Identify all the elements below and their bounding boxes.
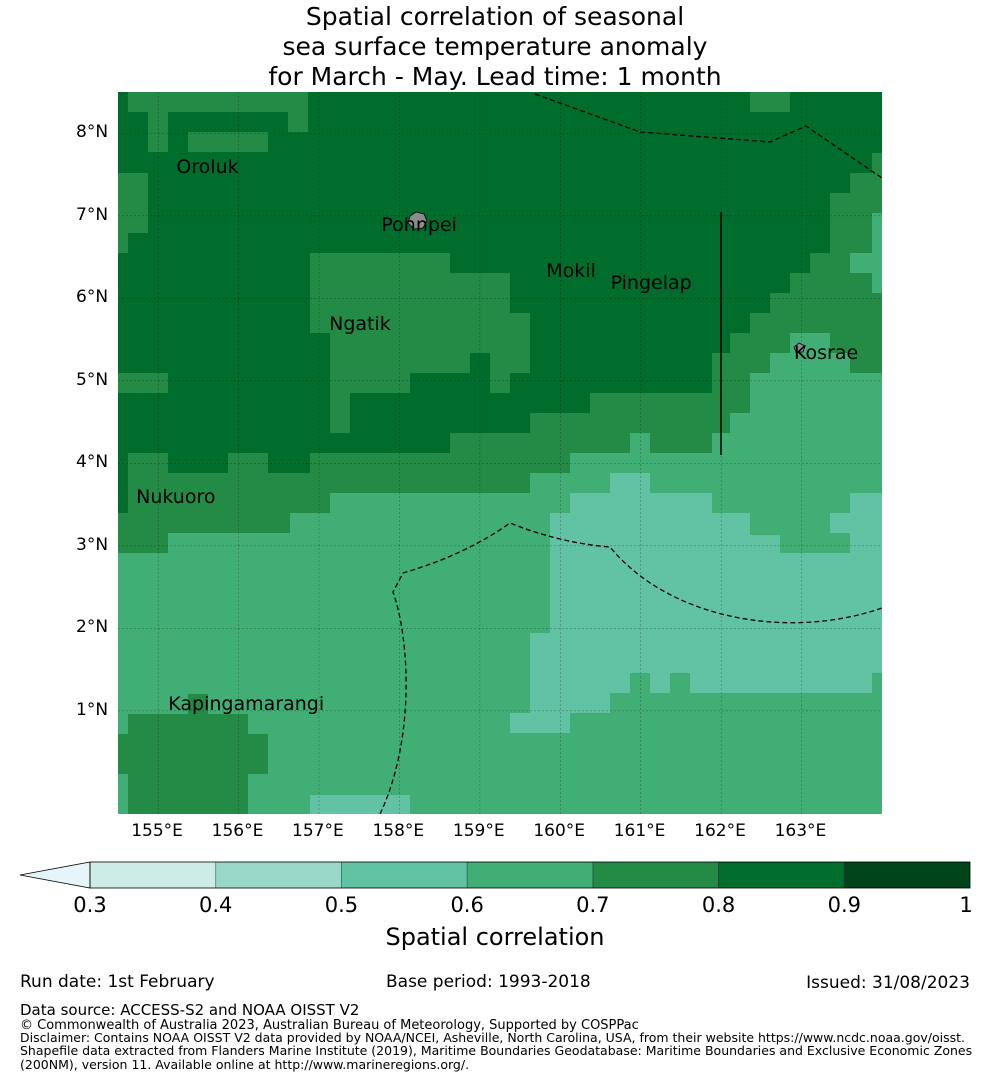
- colorbar-bin: [215, 862, 342, 888]
- region-mid-inclusion-6: [410, 433, 450, 453]
- region-south-inclusion-1: [630, 433, 650, 453]
- place-label-mokil: Mokil: [546, 259, 596, 282]
- lon-label: 156°E: [211, 821, 264, 841]
- lat-label: 8°N: [76, 122, 109, 143]
- run-date: Run date: 1st February: [20, 972, 215, 992]
- place-label-nukuoro: Nukuoro: [136, 486, 216, 509]
- lat-label: 5°N: [76, 369, 109, 390]
- colorbar-bin: [844, 862, 970, 888]
- region-mid-inclusion-5: [370, 433, 390, 453]
- lat-label: 2°N: [76, 617, 109, 638]
- lat-label: 6°N: [76, 287, 109, 308]
- colorbar-title: Spatial correlation: [385, 923, 605, 951]
- title-line-1: Spatial correlation of seasonal: [305, 2, 685, 31]
- region-south-inclusion-2: [850, 253, 872, 273]
- colorbar-tick-label: 0.5: [324, 893, 359, 917]
- region-south-inclusion-3: [872, 213, 882, 293]
- colorbar-frame: [89, 861, 971, 889]
- place-label-ngatik: Ngatik: [329, 313, 391, 336]
- colorbar-tick-label: 0.3: [73, 893, 107, 917]
- colorbar-bin: [718, 862, 845, 888]
- region-mid-inclusion-3: [288, 112, 308, 132]
- lat-label: 7°N: [76, 204, 109, 225]
- lat-label: 4°N: [76, 452, 109, 473]
- lon-label: 155°E: [131, 821, 183, 841]
- eez-boundary-south: [379, 522, 882, 814]
- region-mid-inclusion-1: [148, 112, 168, 152]
- lon-label: 158°E: [372, 821, 425, 841]
- lon-label: 157°E: [292, 821, 344, 841]
- region-mid-inclusion-ngatik: [310, 253, 530, 433]
- correlation-field: [118, 92, 882, 814]
- colorbar-tick-label: 0.8: [701, 893, 736, 917]
- colorbar-tick-label: 0.4: [199, 893, 233, 917]
- pohnpei-island: [407, 211, 428, 230]
- issued-date: Issued: 31/08/2023: [806, 973, 970, 993]
- colorbar-under-extension: [19, 861, 91, 889]
- title-line-2: sea surface temperature anomaly: [282, 32, 708, 61]
- lat-label: 3°N: [76, 534, 109, 555]
- colorbar-tick-label: 0.7: [576, 893, 610, 917]
- region-east-light: [510, 473, 882, 733]
- place-label-pingelap: Pingelap: [610, 271, 692, 294]
- copyright: © Commonwealth of Australia 2023, Austra…: [20, 1018, 639, 1033]
- colorbar-tick-label: 1: [959, 893, 973, 917]
- disclaimer-line-3: (200NM), version 11. Available online at…: [20, 1057, 470, 1072]
- region-mid-inclusion-4: [490, 373, 510, 393]
- lon-label: 159°E: [452, 821, 505, 841]
- colorbar-tick-label: 0.6: [450, 893, 484, 917]
- title-line-3: for March - May. Lead time: 1 month: [268, 62, 722, 91]
- colorbar-bin: [592, 862, 719, 888]
- kosrae-island: [793, 342, 806, 353]
- disclaimer-line-2: Shapefile data extracted from Flanders M…: [20, 1043, 973, 1058]
- colorbar-tick-label: 0.9: [827, 893, 861, 917]
- lat-label: 1°N: [76, 699, 109, 720]
- colorbar-bin: [341, 862, 468, 888]
- region-mid-inclusion-2: [188, 132, 268, 152]
- place-label-kapingamarangi: Kapingamarangi: [168, 692, 325, 715]
- lon-label: 161°E: [613, 821, 666, 841]
- place-label-pohnpei: Pohnpei: [381, 214, 457, 237]
- colorbar-bin: [90, 862, 216, 888]
- colorbar-bin: [467, 862, 593, 888]
- lon-label: 163°E: [774, 821, 827, 841]
- graticule: [118, 92, 882, 814]
- map-title: Spatial correlation of seasonal sea surf…: [0, 2, 990, 92]
- data-source: Data source: ACCESS-S2 and NOAA OISST V2: [20, 1001, 360, 1019]
- disclaimer-line-1: Disclaimer: Contains NOAA OISST V2 data …: [20, 1030, 965, 1045]
- colorbar: [19, 861, 971, 889]
- lon-label: 162°E: [694, 821, 746, 841]
- place-label-kosrae: Kosrae: [793, 342, 859, 365]
- place-label-oroluk: Oroluk: [176, 156, 239, 179]
- region-mid-southwest: [118, 694, 268, 814]
- eez-boundary-north: [534, 93, 882, 179]
- lon-label: 160°E: [533, 821, 586, 841]
- region-south-light-patch: [310, 795, 410, 814]
- base-period: Base period: 1993-2018: [386, 972, 591, 992]
